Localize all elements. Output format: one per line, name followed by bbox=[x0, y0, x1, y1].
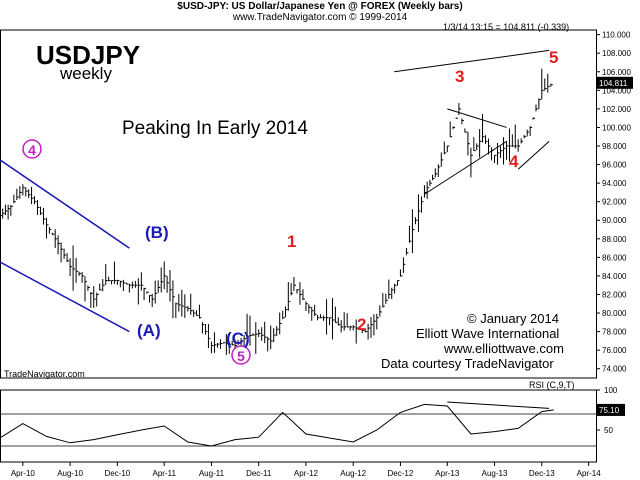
wave-label-5: 5 bbox=[549, 48, 559, 67]
xtick-label: Aug-12 bbox=[340, 469, 366, 478]
chart-title: $USD-JPY: US Dollar/Japanese Yen @ FOREX… bbox=[177, 1, 463, 12]
last-price-box bbox=[597, 76, 633, 89]
xtick-label: Dec-12 bbox=[388, 469, 414, 478]
xtick-label: Dec-11 bbox=[246, 469, 272, 478]
channel-lower-line bbox=[0, 261, 130, 333]
period-label: weekly bbox=[60, 64, 112, 83]
price-ytick-label: 82.000 bbox=[602, 290, 627, 299]
price-ytick-label: 74.000 bbox=[602, 365, 627, 374]
xtick-label: Aug-11 bbox=[199, 469, 225, 478]
company-text: Elliott Wave International bbox=[416, 326, 560, 341]
price-ytick-label: 94.000 bbox=[602, 179, 627, 188]
watermark-text: TradeNavigator.com bbox=[4, 369, 85, 379]
price-ytick-label: 92.000 bbox=[602, 198, 627, 207]
circle-5-marker bbox=[231, 345, 251, 365]
circle-4-label: 4 bbox=[28, 142, 36, 158]
price-ytick-label: 108.000 bbox=[602, 49, 631, 58]
price-ytick-label: 90.000 bbox=[602, 216, 627, 225]
channel-upper-line bbox=[0, 159, 130, 249]
triangle-upper-line bbox=[447, 108, 507, 128]
xtick-label: Aug-10 bbox=[57, 469, 83, 478]
last-price-label: 104.811 bbox=[599, 79, 628, 88]
xtick-label: Apr-13 bbox=[435, 469, 460, 478]
price-ytick-label: 78.000 bbox=[602, 328, 627, 337]
xtick-label: Apr-11 bbox=[152, 469, 176, 478]
rsi-ytick-label: 50 bbox=[604, 426, 613, 435]
price-ytick-label: 100.000 bbox=[602, 123, 631, 132]
wave-label-3: 3 bbox=[455, 67, 465, 86]
xtick-label: Aug-13 bbox=[482, 469, 508, 478]
chart-subtitle: www.TradeNavigator.com © 1999-2014 bbox=[232, 12, 408, 23]
wave-label-2: 2 bbox=[357, 315, 367, 334]
triangle-lower-line bbox=[424, 140, 507, 195]
quote-readout: 1/3/14 13:15 = 104.811 (-0.339) bbox=[443, 22, 570, 32]
price-ytick-label: 88.000 bbox=[602, 235, 627, 244]
price-ytick-label: 110.000 bbox=[602, 31, 631, 40]
rsi-divergence-line bbox=[517, 140, 550, 170]
xtick-label: Apr-14 bbox=[577, 469, 602, 478]
rsi-value-box bbox=[597, 403, 625, 416]
website-text: www.elliottwave.com bbox=[444, 341, 564, 356]
rsi-trendline bbox=[447, 401, 550, 409]
price-ytick-label: 80.000 bbox=[602, 309, 627, 318]
wave-label-C: (C) bbox=[226, 329, 250, 348]
data-courtesy-text: Data courtesy TradeNavigator bbox=[381, 356, 554, 371]
price-ytick-label: 104.000 bbox=[602, 86, 631, 95]
xtick-label: Dec-10 bbox=[104, 469, 130, 478]
rsi-value-label: 75.10 bbox=[599, 406, 620, 415]
rsi-panel-frame bbox=[0, 389, 597, 463]
price-panel-frame bbox=[0, 29, 597, 379]
headline-label: Peaking In Early 2014 bbox=[122, 118, 308, 139]
wave-label-A: (A) bbox=[137, 321, 161, 340]
upper-trendline bbox=[394, 49, 550, 73]
price-ytick-label: 76.000 bbox=[602, 346, 627, 355]
circle-5-label: 5 bbox=[237, 348, 245, 364]
price-ytick-label: 96.000 bbox=[602, 161, 627, 170]
wave-label-1: 1 bbox=[287, 232, 297, 251]
xtick-label: Dec-13 bbox=[529, 469, 555, 478]
xtick-label: Apr-10 bbox=[11, 469, 36, 478]
wave-label-B: (B) bbox=[145, 223, 169, 242]
price-bars-group bbox=[0, 68, 553, 355]
circle-4-marker bbox=[22, 139, 42, 159]
price-ytick-label: 98.000 bbox=[602, 142, 627, 151]
price-ytick-label: 102.000 bbox=[602, 105, 631, 114]
rsi-line bbox=[0, 403, 554, 447]
rsi-label: RSI (C,9,T) bbox=[529, 380, 575, 390]
price-ytick-label: 106.000 bbox=[602, 68, 631, 77]
price-ytick-label: 86.000 bbox=[602, 253, 627, 262]
wave-label-4: 4 bbox=[509, 152, 519, 171]
symbol-label: USDJPY bbox=[36, 40, 141, 70]
xtick-label: Apr-12 bbox=[294, 469, 319, 478]
rsi-ytick-label: 100 bbox=[604, 386, 618, 395]
price-ytick-label: 84.000 bbox=[602, 272, 627, 281]
copyright-text: © January 2014 bbox=[467, 311, 559, 326]
